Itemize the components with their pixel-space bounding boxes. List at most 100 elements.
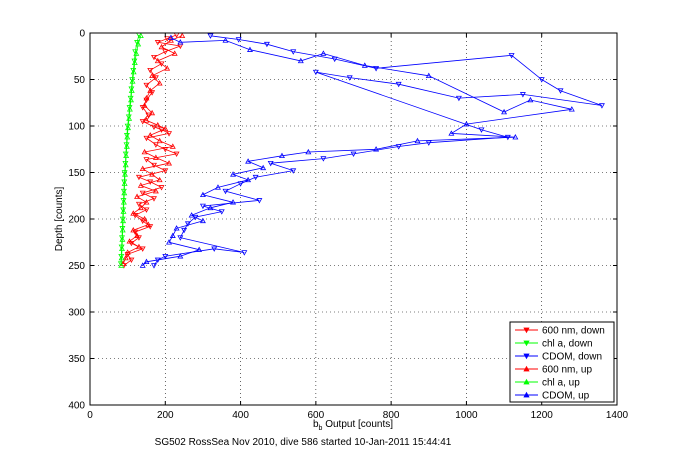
legend-marker xyxy=(523,327,530,334)
data-point xyxy=(312,69,319,76)
data-point xyxy=(207,33,214,39)
data-point xyxy=(215,184,221,190)
data-point xyxy=(290,49,297,55)
data-point xyxy=(361,62,368,68)
data-point xyxy=(230,199,237,205)
x-axis-label-subscript: b xyxy=(319,425,323,432)
y-axis-label: Depth [counts] xyxy=(54,187,65,252)
data-point xyxy=(119,245,125,251)
data-point xyxy=(538,77,545,83)
legend-box xyxy=(509,321,615,403)
legend-marker xyxy=(523,365,530,372)
data-point xyxy=(169,143,176,149)
data-point xyxy=(184,221,191,227)
data-point xyxy=(501,108,508,115)
legend-marker xyxy=(523,378,530,385)
data-point xyxy=(124,249,131,255)
data-point xyxy=(156,137,163,144)
data-point xyxy=(135,41,142,47)
data-point xyxy=(373,146,380,152)
data-point xyxy=(166,131,173,137)
data-point xyxy=(188,212,195,218)
data-point xyxy=(177,39,184,45)
data-point xyxy=(128,257,135,264)
data-point xyxy=(118,262,125,268)
data-point xyxy=(478,127,485,133)
data-point xyxy=(151,263,157,269)
data-point xyxy=(207,204,214,211)
data-point xyxy=(130,68,137,75)
legend-item: 600 nm, up xyxy=(515,365,592,376)
legend-label: CDOM, up xyxy=(542,391,590,402)
y-tick-label: 100 xyxy=(68,122,85,133)
series-line xyxy=(122,35,183,264)
data-point xyxy=(149,72,156,79)
data-point xyxy=(120,208,127,214)
data-point xyxy=(151,196,157,202)
data-point xyxy=(151,162,157,169)
data-point xyxy=(139,190,146,197)
data-point xyxy=(141,215,148,222)
y-tick-label: 250 xyxy=(68,261,85,272)
data-point xyxy=(196,246,203,252)
data-point xyxy=(508,53,515,59)
data-point xyxy=(121,180,128,186)
legend: 600 nm, down chl a, down CDOM, down 600 nm,… xyxy=(509,321,615,403)
legend-item: CDOM, up xyxy=(515,391,590,402)
data-point xyxy=(218,209,225,215)
data-point xyxy=(134,232,141,238)
data-point xyxy=(123,143,130,149)
data-point xyxy=(120,217,127,224)
legend-label: CDOM, down xyxy=(542,352,602,363)
data-point xyxy=(166,239,173,245)
x-axis-label-rest: Output [counts] xyxy=(322,419,393,430)
x-tick-label: 200 xyxy=(157,410,174,421)
data-point xyxy=(414,137,421,144)
data-point xyxy=(123,152,130,158)
data-point xyxy=(519,92,526,98)
data-point xyxy=(463,121,470,127)
data-point xyxy=(121,189,128,196)
data-point xyxy=(222,188,229,195)
data-point xyxy=(297,57,304,64)
data-point xyxy=(143,117,150,123)
data-point xyxy=(133,50,140,56)
y-tick-label: 300 xyxy=(68,308,85,319)
data-point xyxy=(154,40,161,46)
y-tick-label: 0 xyxy=(79,29,85,40)
data-point xyxy=(147,132,154,138)
figure-caption: SG502 RossSea Nov 2010, dive 586 started… xyxy=(155,437,452,448)
data-point xyxy=(130,210,137,216)
legend-label: 600 nm, down xyxy=(542,326,605,337)
data-point xyxy=(119,227,126,233)
series-4 xyxy=(118,32,144,268)
data-point xyxy=(241,250,248,256)
data-point xyxy=(158,61,165,67)
data-point xyxy=(245,158,252,164)
data-point xyxy=(162,49,169,55)
data-point xyxy=(152,142,159,148)
data-point xyxy=(162,253,169,260)
data-point xyxy=(139,119,146,125)
data-point xyxy=(156,176,163,183)
x-tick-label: 1200 xyxy=(531,410,554,421)
data-point xyxy=(252,174,259,181)
data-point xyxy=(395,81,402,88)
data-point xyxy=(425,140,432,146)
data-point xyxy=(143,157,150,163)
legend-marker xyxy=(523,353,530,360)
data-point xyxy=(139,262,146,268)
data-point xyxy=(143,199,150,205)
data-point xyxy=(118,254,125,261)
data-point xyxy=(125,124,131,131)
data-point xyxy=(122,254,129,261)
data-point xyxy=(149,171,156,177)
data-point xyxy=(152,187,159,194)
data-point xyxy=(177,253,184,259)
data-point xyxy=(199,191,206,198)
x-axis-label: bb Output [counts] xyxy=(313,419,393,432)
x-tick-label: 0 xyxy=(87,410,93,421)
data-point xyxy=(181,227,188,234)
data-series xyxy=(117,32,605,269)
y-tick-label: 200 xyxy=(68,215,85,226)
